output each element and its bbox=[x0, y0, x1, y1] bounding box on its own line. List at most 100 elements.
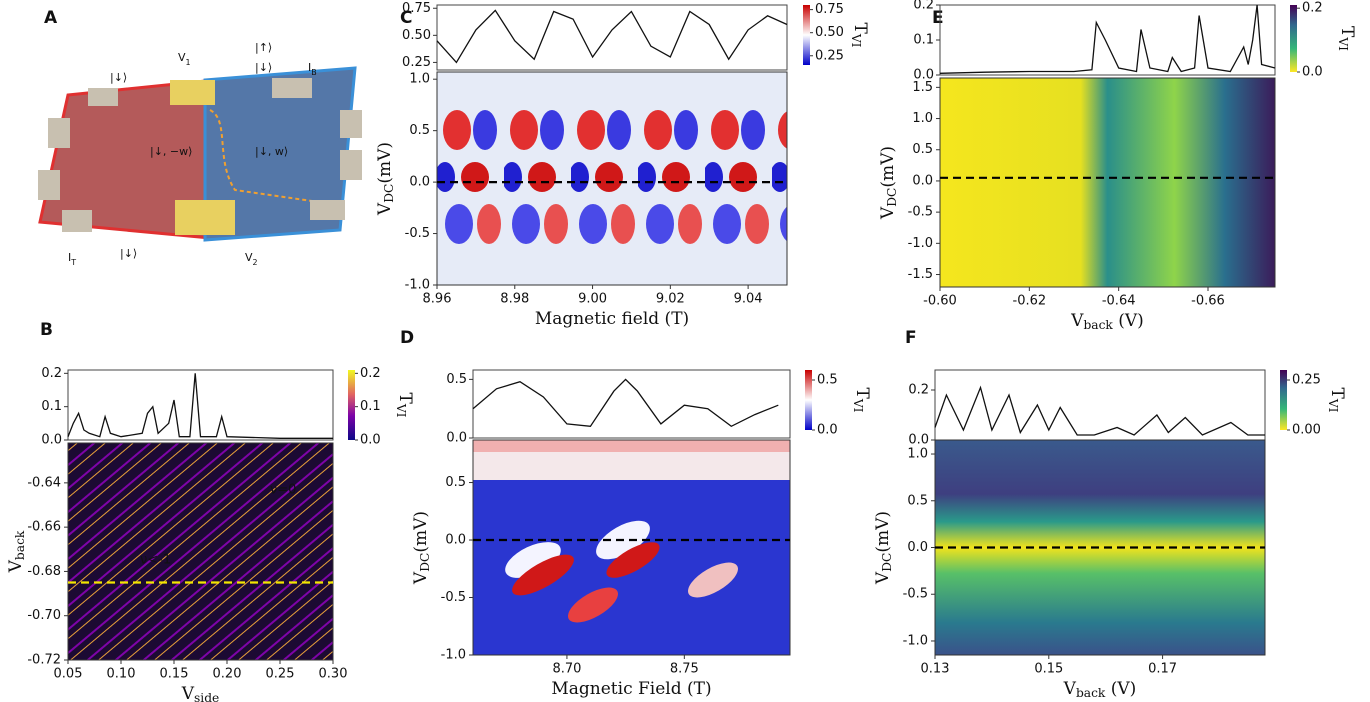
y-axis-label: VDC(mV) bbox=[375, 142, 396, 216]
colorbar bbox=[1290, 5, 1297, 72]
colorbar-label-part: VI bbox=[1327, 398, 1341, 413]
trace-tick-label: 0.2 bbox=[908, 383, 929, 398]
colorbar-label: TVI bbox=[1337, 26, 1358, 51]
trace-line bbox=[67, 373, 333, 439]
panel-label: A bbox=[44, 8, 58, 28]
x-tick-label: 8.75 bbox=[670, 662, 699, 677]
x-axis-label-part: Magnetic Field (T) bbox=[551, 679, 711, 699]
colorbar-tick-label: 0.1 bbox=[360, 399, 381, 414]
y-tick-label: -0.66 bbox=[27, 520, 61, 535]
heatmap-frame bbox=[472, 439, 791, 656]
trace-frame bbox=[436, 4, 788, 71]
panel-label: B bbox=[40, 320, 53, 340]
x-tick-label: 0.15 bbox=[1034, 662, 1063, 677]
y-tick-label: -1.0 bbox=[405, 278, 430, 293]
y-tick-label: -0.5 bbox=[405, 226, 430, 241]
y-tick-label: -1.0 bbox=[441, 648, 466, 663]
x-tick-label: -0.66 bbox=[1191, 294, 1225, 309]
trace-line bbox=[934, 385, 1265, 436]
x-axis-label-part: back bbox=[1083, 318, 1113, 332]
diagram-label: |↓⟩ bbox=[110, 71, 127, 84]
y-axis-label-part: (mV) bbox=[873, 511, 893, 553]
colorbar-tick-label: 0.25 bbox=[815, 48, 844, 63]
colorbar bbox=[1280, 370, 1287, 430]
y-tick-label: 1.0 bbox=[912, 111, 933, 126]
diagram bbox=[38, 66, 362, 242]
annotation: ν<-1 bbox=[140, 553, 171, 568]
colorbar bbox=[348, 370, 355, 440]
x-tick-label: -0.62 bbox=[1013, 294, 1047, 309]
x-tick-label: 9.02 bbox=[656, 292, 685, 307]
colorbar-label: TVI bbox=[850, 22, 871, 47]
x-tick-label: 0.25 bbox=[266, 667, 295, 682]
colorbar-tick-label: 0.5 bbox=[817, 373, 838, 388]
colorbar-label-part: T bbox=[851, 22, 871, 34]
y-axis-label-part: DC bbox=[382, 184, 396, 203]
y-tick-label: -0.68 bbox=[27, 564, 61, 579]
diagram-label-part: V bbox=[178, 51, 186, 64]
diagram-label: |↓⟩ bbox=[255, 61, 272, 74]
edge-path bbox=[209, 109, 341, 206]
y-axis-label-part: V bbox=[6, 559, 26, 573]
x-axis-label-part: V bbox=[1063, 679, 1077, 699]
colorbar-tick-label: 0.25 bbox=[1292, 373, 1321, 388]
trace-tick-label: 0.2 bbox=[913, 0, 934, 13]
y-axis-label-part: V bbox=[375, 202, 395, 216]
diagram-label-part: T bbox=[70, 258, 76, 267]
trace-tick-label: 0.0 bbox=[908, 433, 929, 448]
colorbar-label-part: T bbox=[396, 392, 416, 404]
x-axis-label-part: (V) bbox=[1105, 679, 1136, 699]
y-tick-label: -1.0 bbox=[908, 236, 933, 251]
x-axis-label: Magnetic Field (T) bbox=[551, 679, 711, 699]
trace-tick-label: 0.0 bbox=[913, 68, 934, 83]
y-tick-label: 0.0 bbox=[907, 540, 928, 555]
x-tick-label: 0.15 bbox=[160, 667, 189, 682]
diagram-label-part: I bbox=[68, 251, 71, 264]
diagram-label-part: |↓, −w⟩ bbox=[150, 145, 192, 158]
colorbar-tick-label: 0.00 bbox=[1292, 423, 1321, 438]
heatmap bbox=[437, 72, 787, 285]
diagram-label-part: |↓⟩ bbox=[110, 71, 127, 84]
y-axis-label-part: V bbox=[411, 571, 431, 585]
y-tick-label: -0.70 bbox=[27, 608, 61, 623]
diagram-label-part: 2 bbox=[253, 258, 258, 267]
panel-label: F bbox=[905, 328, 917, 348]
heatmap bbox=[473, 440, 790, 655]
trace-line bbox=[472, 378, 779, 428]
trace-frame bbox=[67, 369, 334, 441]
y-tick-label: 0.5 bbox=[409, 123, 430, 138]
x-tick-label: 0.17 bbox=[1148, 662, 1177, 677]
x-tick-label: 0.10 bbox=[107, 667, 136, 682]
trace-tick-label: 0.25 bbox=[402, 55, 431, 70]
x-axis-label: Magnetic field (T) bbox=[535, 309, 689, 329]
y-tick-label: 0.5 bbox=[907, 493, 928, 508]
diagram-label-part: |↑⟩ bbox=[255, 41, 272, 54]
y-axis-label: VDC(mV) bbox=[411, 511, 432, 585]
x-axis-label-part: Magnetic field (T) bbox=[535, 309, 689, 329]
x-tick-label: -0.64 bbox=[1102, 294, 1136, 309]
colorbar-tick-label: 0.50 bbox=[815, 25, 844, 40]
diagram-label-part: V bbox=[245, 251, 253, 264]
y-axis-label: VDC(mV) bbox=[873, 511, 894, 585]
colorbar-tick-label: 0.2 bbox=[1302, 1, 1323, 16]
diagram-label-part: |↓, w⟩ bbox=[255, 145, 288, 158]
colorbar-label-part: VI bbox=[1337, 36, 1351, 51]
y-tick-label: -1.0 bbox=[903, 633, 928, 648]
colorbar-tick-label: 0.0 bbox=[1302, 65, 1323, 80]
heatmap-frame bbox=[436, 71, 788, 286]
x-axis-label-part: back bbox=[1076, 686, 1106, 700]
y-axis-label-part: (mV) bbox=[375, 142, 395, 184]
trace-tick-label: 0.50 bbox=[402, 28, 431, 43]
y-tick-label: 0.5 bbox=[912, 142, 933, 157]
diagram-label: |↓, w⟩ bbox=[255, 145, 288, 158]
y-axis-label: Vback bbox=[6, 530, 27, 573]
y-tick-label: 0.0 bbox=[445, 533, 466, 548]
x-axis-label: Vback (V) bbox=[1070, 311, 1144, 332]
y-axis-label-part: V bbox=[873, 571, 893, 585]
heatmap-frame bbox=[939, 77, 1276, 288]
diagram-label: |↓⟩ bbox=[120, 247, 137, 260]
y-tick-label: 1.5 bbox=[912, 80, 933, 95]
colorbar-tick-label: 0.0 bbox=[817, 423, 838, 438]
x-axis-label-part: (V) bbox=[1113, 311, 1144, 331]
y-tick-label: 1.0 bbox=[907, 447, 928, 462]
